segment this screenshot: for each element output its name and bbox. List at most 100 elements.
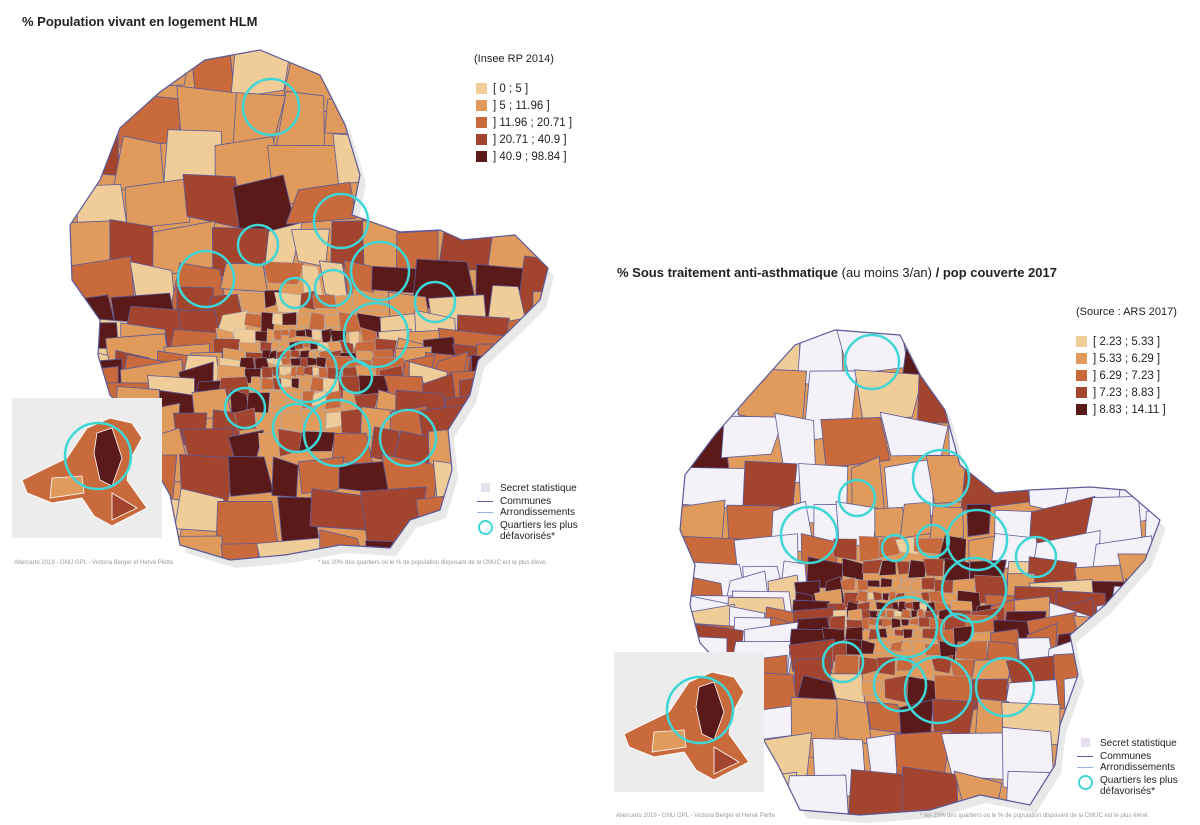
map-zone (861, 559, 883, 574)
quartier-circle (939, 612, 975, 648)
map-zone (256, 537, 324, 560)
map-zone (861, 680, 883, 696)
legend-class-2: ] 5 ; 11.96 ] (476, 97, 572, 114)
map-zone (295, 329, 306, 337)
legend-communes-label: Communes (500, 496, 552, 507)
legend-class-label: ] 11.96 ; 20.71 ] (493, 116, 573, 129)
map-zone (274, 291, 302, 313)
map-zone (1129, 601, 1160, 672)
legend-class-label: ] 7.23 ; 8.83 ] (1093, 386, 1161, 399)
map-zone (833, 538, 857, 561)
map1-inset (12, 398, 162, 538)
quartier-circle (843, 333, 901, 391)
map-zone (920, 591, 930, 602)
inset-zone (713, 746, 740, 775)
legend-class-label: ] 40.9 ; 98.84 ] (493, 150, 567, 163)
map-zone (299, 378, 313, 389)
map-zone (304, 328, 313, 338)
quartier-circle (271, 402, 323, 454)
map-zone (1142, 614, 1160, 681)
map-zone (872, 591, 883, 601)
quartier-circle (665, 675, 735, 745)
legend-class-label: [ 2.23 ; 5.33 ] (1093, 335, 1161, 348)
map-zone (506, 310, 548, 372)
quartier-circle (312, 192, 370, 250)
map-zone (820, 417, 891, 469)
quartier-circle (338, 359, 374, 395)
secret-swatch (480, 483, 490, 492)
map-zone (273, 329, 282, 340)
map-zone (279, 411, 304, 432)
map-zone (1081, 642, 1148, 706)
quartier-circle (63, 421, 133, 491)
map-zone (282, 311, 297, 326)
map-outline (679, 329, 1161, 816)
quartier-circle (880, 533, 910, 563)
legend-swatch (476, 100, 487, 111)
legend-class-4: ] 20.71 ; 40.9 ] (476, 131, 572, 148)
arrondissements-line-swatch (1077, 767, 1093, 768)
quartier-circle (872, 657, 928, 713)
quartier-circle (236, 223, 280, 267)
map-zone (330, 330, 347, 343)
map-zone (867, 591, 874, 600)
legend-class-2: ] 5.33 ; 6.29 ] (1076, 350, 1166, 367)
legend-quartiers: Quartiers les plus défavorisés* (1076, 775, 1198, 797)
quartier-circle (278, 276, 312, 310)
map-zone (858, 535, 884, 562)
legend-communes: Communes (476, 496, 596, 507)
map-zone (1112, 656, 1160, 707)
map-zone (921, 577, 936, 590)
map-zone (891, 601, 899, 611)
map-zone (291, 378, 300, 389)
legend-swatch (476, 134, 487, 145)
map-zone (479, 538, 548, 560)
quartier-circle (837, 478, 877, 518)
map-zone (911, 580, 924, 591)
legend-arrondissements-label: Arrondissements (500, 507, 576, 518)
map-zone (894, 610, 903, 617)
map-zone (541, 425, 548, 476)
map-zone (373, 86, 442, 142)
map1-source: (Insee RP 2014) (474, 53, 554, 65)
map-zone (306, 356, 317, 366)
map-zone (316, 356, 327, 368)
map-zone (472, 426, 544, 475)
map2-inset-map (623, 671, 750, 781)
quartier-circle (875, 595, 939, 659)
legend-arrondissements: Arrondissements (1076, 762, 1198, 773)
map-zone (309, 376, 326, 392)
legend-quartiers: Quartiers les plus défavorisés* (476, 520, 596, 542)
map-zone (891, 617, 901, 629)
map-zone (266, 357, 275, 365)
map-zone (894, 629, 904, 637)
map2-title-end: / pop couverte 2017 (931, 265, 1057, 280)
map-zone (70, 50, 143, 111)
legend-secret-label: Secret statistique (500, 483, 577, 494)
map-outline (69, 49, 549, 561)
map-zone (907, 559, 927, 579)
quartier-circle (302, 398, 372, 468)
map1-title: % Population vivant en logement HLM (22, 14, 258, 29)
legend-swatch (476, 83, 487, 94)
map1-inset-map (21, 417, 148, 527)
quartiers-circle-swatch (477, 520, 493, 535)
map-zone (878, 628, 888, 638)
map-zone (324, 85, 378, 135)
map-zone (356, 50, 394, 104)
map2-credit: Altercarto 2019 - GNU GPL - Victoria Ber… (616, 813, 776, 819)
legend-swatch (1076, 336, 1087, 347)
map-zone (308, 312, 325, 330)
map-zone (846, 769, 907, 815)
map-zone (219, 262, 268, 293)
map-zone (880, 577, 893, 588)
map-zone (680, 330, 728, 378)
map-zone (886, 610, 895, 619)
legend-arrondissements-label: Arrondissements (1100, 762, 1176, 773)
map-zone (280, 329, 290, 336)
map-zone (960, 454, 1031, 511)
map2-title-light: (au moins 3/an) (838, 265, 932, 280)
map-zone (536, 324, 548, 389)
map-zone (287, 328, 298, 339)
map-zone (494, 364, 548, 425)
